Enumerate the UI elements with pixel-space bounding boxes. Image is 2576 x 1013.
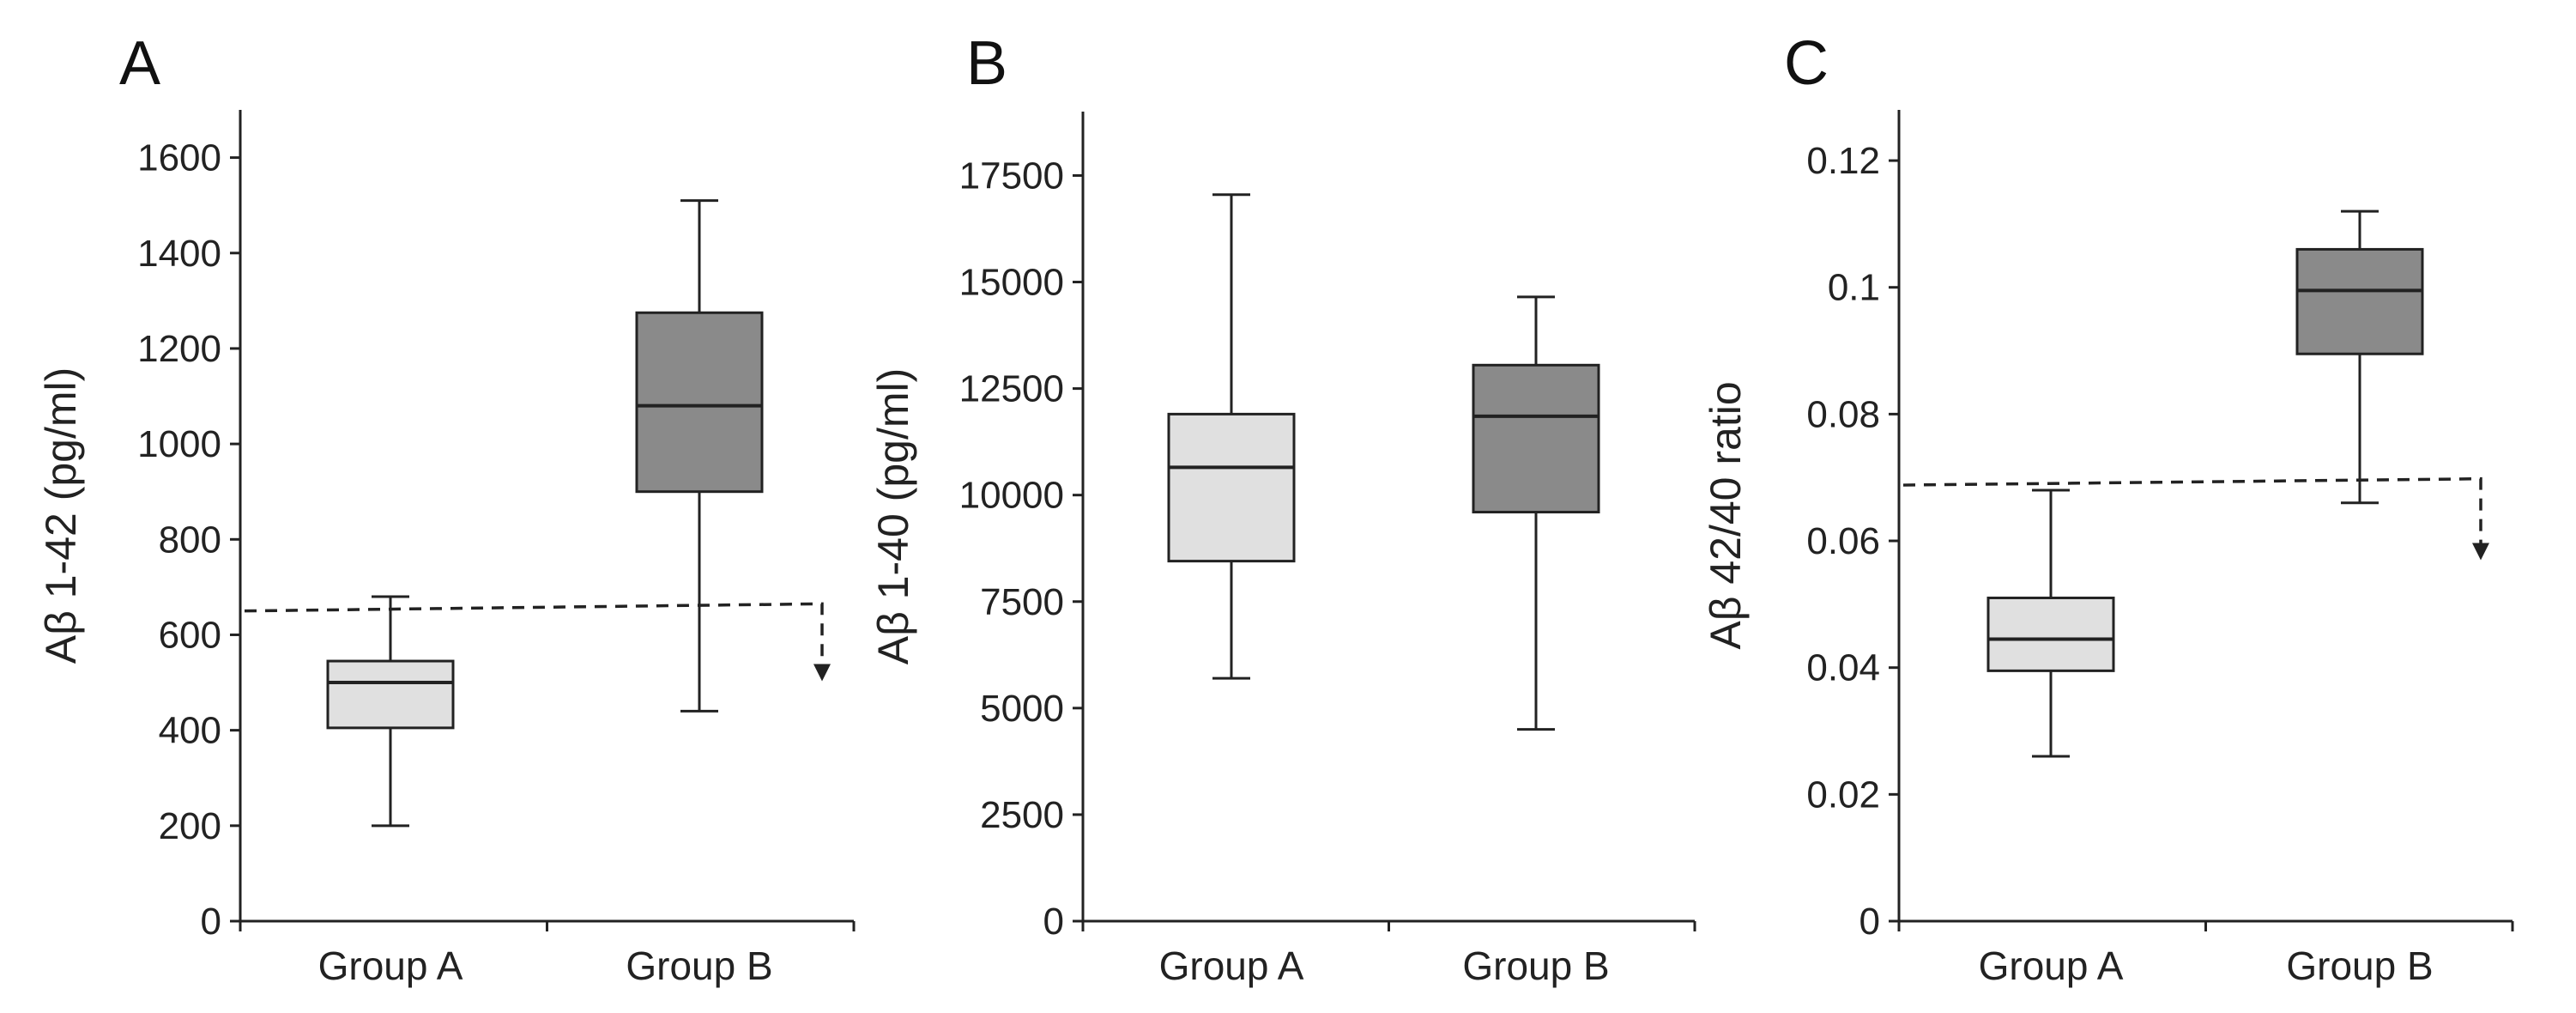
- y-tick-label: 0.12: [1806, 140, 1880, 182]
- iqr-box: [1167, 412, 1296, 563]
- box-group-a: [1986, 488, 2115, 758]
- y-tick-label: 17500: [959, 155, 1064, 197]
- y-tick-label: 0: [201, 901, 221, 943]
- x-category-label: Group B: [1462, 943, 1609, 988]
- iqr-box: [2295, 247, 2424, 355]
- y-tick-label: 0: [1043, 901, 1064, 943]
- panel-b: B 0 2500 5000 7500 10000 12500 15000 17500 Group …: [869, 29, 1696, 988]
- y-tick-label: 0.02: [1806, 773, 1880, 816]
- y-tick-label: 0.04: [1806, 647, 1880, 689]
- y-tick-label: 7500: [980, 581, 1064, 623]
- box-group-a: [1167, 193, 1296, 680]
- box-group-b: [2295, 209, 2424, 505]
- y-tick-label: 15000: [959, 262, 1064, 304]
- iqr-box: [1472, 363, 1600, 514]
- cutoff-dashed-line: [1902, 476, 2482, 545]
- y-axis-title: Aβ 42/40 ratio: [1702, 381, 1750, 649]
- y-tick-label: 0.06: [1806, 520, 1880, 562]
- panel-letter: B: [966, 29, 1007, 98]
- panel-letter: C: [1784, 29, 1829, 98]
- box-group-b: [635, 199, 764, 713]
- y-tick-label: 1200: [137, 328, 221, 370]
- x-category-label: Group B: [2286, 943, 2433, 988]
- iqr-box: [1986, 596, 2115, 672]
- y-tick-label: 0.08: [1806, 393, 1880, 435]
- y-tick-label: 600: [159, 614, 221, 656]
- y-axis-title: Aβ 1-40 (pg/ml): [869, 368, 917, 665]
- y-tick-label: 0.1: [1828, 267, 1880, 309]
- panel-c: C 0 0.02 0.04 0.06 0.08 0.1 0.12 Group A Group B A…: [1702, 29, 2514, 988]
- y-tick-label: 5000: [980, 688, 1064, 730]
- panel-a: A 0 200 400 600 800 1000 1200 1400 1600 Group A Gro…: [37, 29, 856, 988]
- y-tick-label: 2500: [980, 794, 1064, 836]
- y-tick-label: 200: [159, 805, 221, 847]
- cutoff-arrowhead: [813, 664, 831, 682]
- box-group-b: [1472, 295, 1600, 731]
- x-category-label: Group A: [1979, 943, 2124, 988]
- y-tick-label: 0: [1859, 901, 1880, 943]
- y-tick-label: 1000: [137, 423, 221, 465]
- y-tick-label: 800: [159, 519, 221, 561]
- panel-letter: A: [119, 29, 160, 98]
- iqr-box: [635, 311, 764, 494]
- y-tick-label: 400: [159, 710, 221, 752]
- y-tick-label: 10000: [959, 475, 1064, 517]
- y-axis-title: Aβ 1-42 (pg/ml): [37, 367, 85, 664]
- iqr-box: [326, 659, 455, 730]
- x-category-label: Group A: [1159, 943, 1304, 988]
- cutoff-arrowhead: [2472, 543, 2489, 561]
- x-category-label: Group B: [626, 943, 772, 988]
- cutoff-dashed-line: [244, 602, 824, 666]
- y-tick-label: 12500: [959, 368, 1064, 410]
- y-tick-label: 1400: [137, 233, 221, 275]
- y-tick-label: 1600: [137, 137, 221, 179]
- box-group-a: [326, 595, 455, 828]
- x-category-label: Group A: [318, 943, 463, 988]
